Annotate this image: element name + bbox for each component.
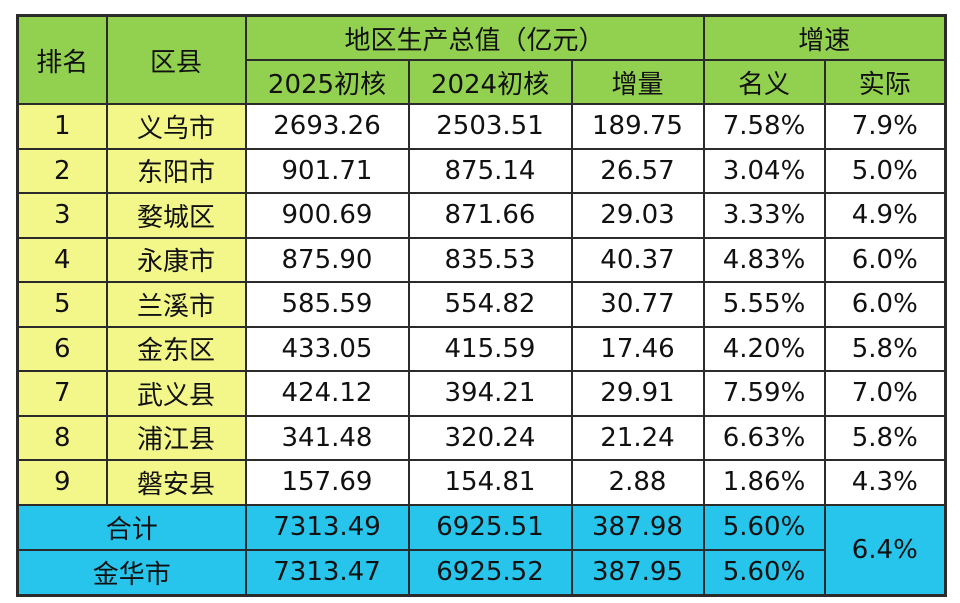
header-2024: 2024初核 [407, 59, 573, 105]
value-2025-cell: 424.12 [244, 370, 410, 417]
city-label: 金华市 [16, 548, 247, 596]
real-growth-cell: 7.9% [823, 103, 947, 150]
county-cell: 东阳市 [105, 147, 247, 194]
increase-cell: 29.91 [570, 370, 705, 417]
header-growth-group: 增速 [702, 14, 947, 61]
real-growth-cell: 5.8% [823, 414, 947, 461]
county-cell: 兰溪市 [105, 281, 247, 328]
increase-cell: 29.03 [570, 192, 705, 239]
nominal-growth-cell: 6.63% [702, 414, 826, 461]
sum-label: 合计 [16, 503, 247, 551]
increase-cell: 21.24 [570, 414, 705, 461]
increase-cell: 189.75 [570, 103, 705, 150]
value-2024-cell: 875.14 [407, 147, 573, 194]
real-growth-cell: 7.0% [823, 370, 947, 417]
value-2025-cell: 2693.26 [244, 103, 410, 150]
nominal-growth-cell: 7.58% [702, 103, 826, 150]
header-county: 区县 [105, 14, 247, 105]
value-2024-cell: 835.53 [407, 236, 573, 283]
real-growth-cell: 5.8% [823, 325, 947, 372]
table-row: 7 武义县 424.12 394.21 29.91 7.59% 7.0% [16, 370, 947, 417]
city-row: 金华市 7313.47 6925.52 387.95 5.60% [16, 548, 946, 596]
county-cell: 浦江县 [105, 414, 247, 461]
value-2024-cell: 320.24 [407, 414, 573, 461]
rank-cell: 1 [16, 103, 108, 150]
county-cell: 义乌市 [105, 103, 247, 150]
real-growth-cell: 6.0% [823, 281, 947, 328]
increase-cell: 30.77 [570, 281, 705, 328]
header-nominal: 名义 [702, 59, 826, 105]
county-cell: 金东区 [105, 325, 247, 372]
gdp-table: 排名 区县 地区生产总值（亿元） 增速 2025初核 2024初核 增量 名义 … [16, 14, 947, 597]
value-2025-cell: 157.69 [244, 459, 410, 506]
city-nominal-cell: 5.60% [702, 548, 826, 596]
nominal-growth-cell: 7.59% [702, 370, 826, 417]
county-cell: 武义县 [105, 370, 247, 417]
rank-cell: 8 [16, 414, 108, 461]
table-row: 4 永康市 875.90 835.53 40.37 4.83% 6.0% [16, 236, 947, 283]
sum-row: 合计 7313.49 6925.51 387.98 5.60% 6.4% [16, 503, 947, 596]
header-gdp-group: 地区生产总值（亿元） [244, 14, 705, 61]
rank-cell: 2 [16, 147, 108, 194]
real-growth-cell: 5.0% [823, 147, 947, 194]
county-cell: 婺城区 [105, 192, 247, 239]
sum-increase-cell: 387.98 [570, 503, 705, 551]
city-increase-cell: 387.95 [570, 548, 705, 596]
nominal-growth-cell: 4.83% [702, 236, 826, 283]
real-growth-cell: 4.9% [823, 192, 947, 239]
table-row: 6 金东区 433.05 415.59 17.46 4.20% 5.8% [16, 325, 947, 372]
value-2025-cell: 901.71 [244, 147, 410, 194]
rank-cell: 5 [16, 281, 108, 328]
table-row: 8 浦江县 341.48 320.24 21.24 6.63% 5.8% [16, 414, 947, 461]
nominal-growth-cell: 4.20% [702, 325, 826, 372]
sum-2025-cell: 7313.49 [244, 503, 410, 551]
real-growth-cell: 6.0% [823, 236, 947, 283]
table-row: 9 磐安县 157.69 154.81 2.88 1.86% 4.3% [16, 459, 947, 506]
value-2025-cell: 433.05 [244, 325, 410, 372]
increase-cell: 2.88 [570, 459, 705, 506]
county-cell: 磐安县 [105, 459, 247, 506]
rank-cell: 7 [16, 370, 108, 417]
city-2025-cell: 7313.47 [244, 548, 410, 596]
value-2025-cell: 585.59 [244, 281, 410, 328]
value-2025-cell: 341.48 [244, 414, 410, 461]
sum-2024-cell: 6925.51 [407, 503, 573, 551]
nominal-growth-cell: 3.33% [702, 192, 826, 239]
rank-cell: 6 [16, 325, 108, 372]
header-real: 实际 [823, 59, 947, 105]
value-2024-cell: 415.59 [407, 325, 573, 372]
value-2024-cell: 2503.51 [407, 103, 573, 150]
rank-cell: 3 [16, 192, 108, 239]
value-2024-cell: 871.66 [407, 192, 573, 239]
header-rank: 排名 [16, 14, 108, 105]
header-2025: 2025初核 [244, 59, 410, 105]
increase-cell: 17.46 [570, 325, 705, 372]
value-2025-cell: 875.90 [244, 236, 410, 283]
table-row: 5 兰溪市 585.59 554.82 30.77 5.55% 6.0% [16, 281, 947, 328]
increase-cell: 40.37 [570, 236, 705, 283]
rank-cell: 4 [16, 236, 108, 283]
value-2024-cell: 154.81 [407, 459, 573, 506]
table-row: 2 东阳市 901.71 875.14 26.57 3.04% 5.0% [16, 147, 947, 194]
real-growth-cell: 4.3% [823, 459, 947, 506]
nominal-growth-cell: 5.55% [702, 281, 826, 328]
city-2024-cell: 6925.52 [407, 548, 573, 596]
total-real-growth-cell: 6.4% [823, 503, 947, 596]
table-row: 1 义乌市 2693.26 2503.51 189.75 7.58% 7.9% [16, 103, 947, 150]
sum-nominal-cell: 5.60% [702, 503, 826, 551]
header-increase: 增量 [570, 59, 705, 105]
gdp-table-container: 排名 区县 地区生产总值（亿元） 增速 2025初核 2024初核 增量 名义 … [16, 14, 947, 597]
county-cell: 永康市 [105, 236, 247, 283]
value-2024-cell: 394.21 [407, 370, 573, 417]
table-row: 3 婺城区 900.69 871.66 29.03 3.33% 4.9% [16, 192, 947, 239]
rank-cell: 9 [16, 459, 108, 506]
nominal-growth-cell: 1.86% [702, 459, 826, 506]
value-2025-cell: 900.69 [244, 192, 410, 239]
value-2024-cell: 554.82 [407, 281, 573, 328]
increase-cell: 26.57 [570, 147, 705, 194]
nominal-growth-cell: 3.04% [702, 147, 826, 194]
